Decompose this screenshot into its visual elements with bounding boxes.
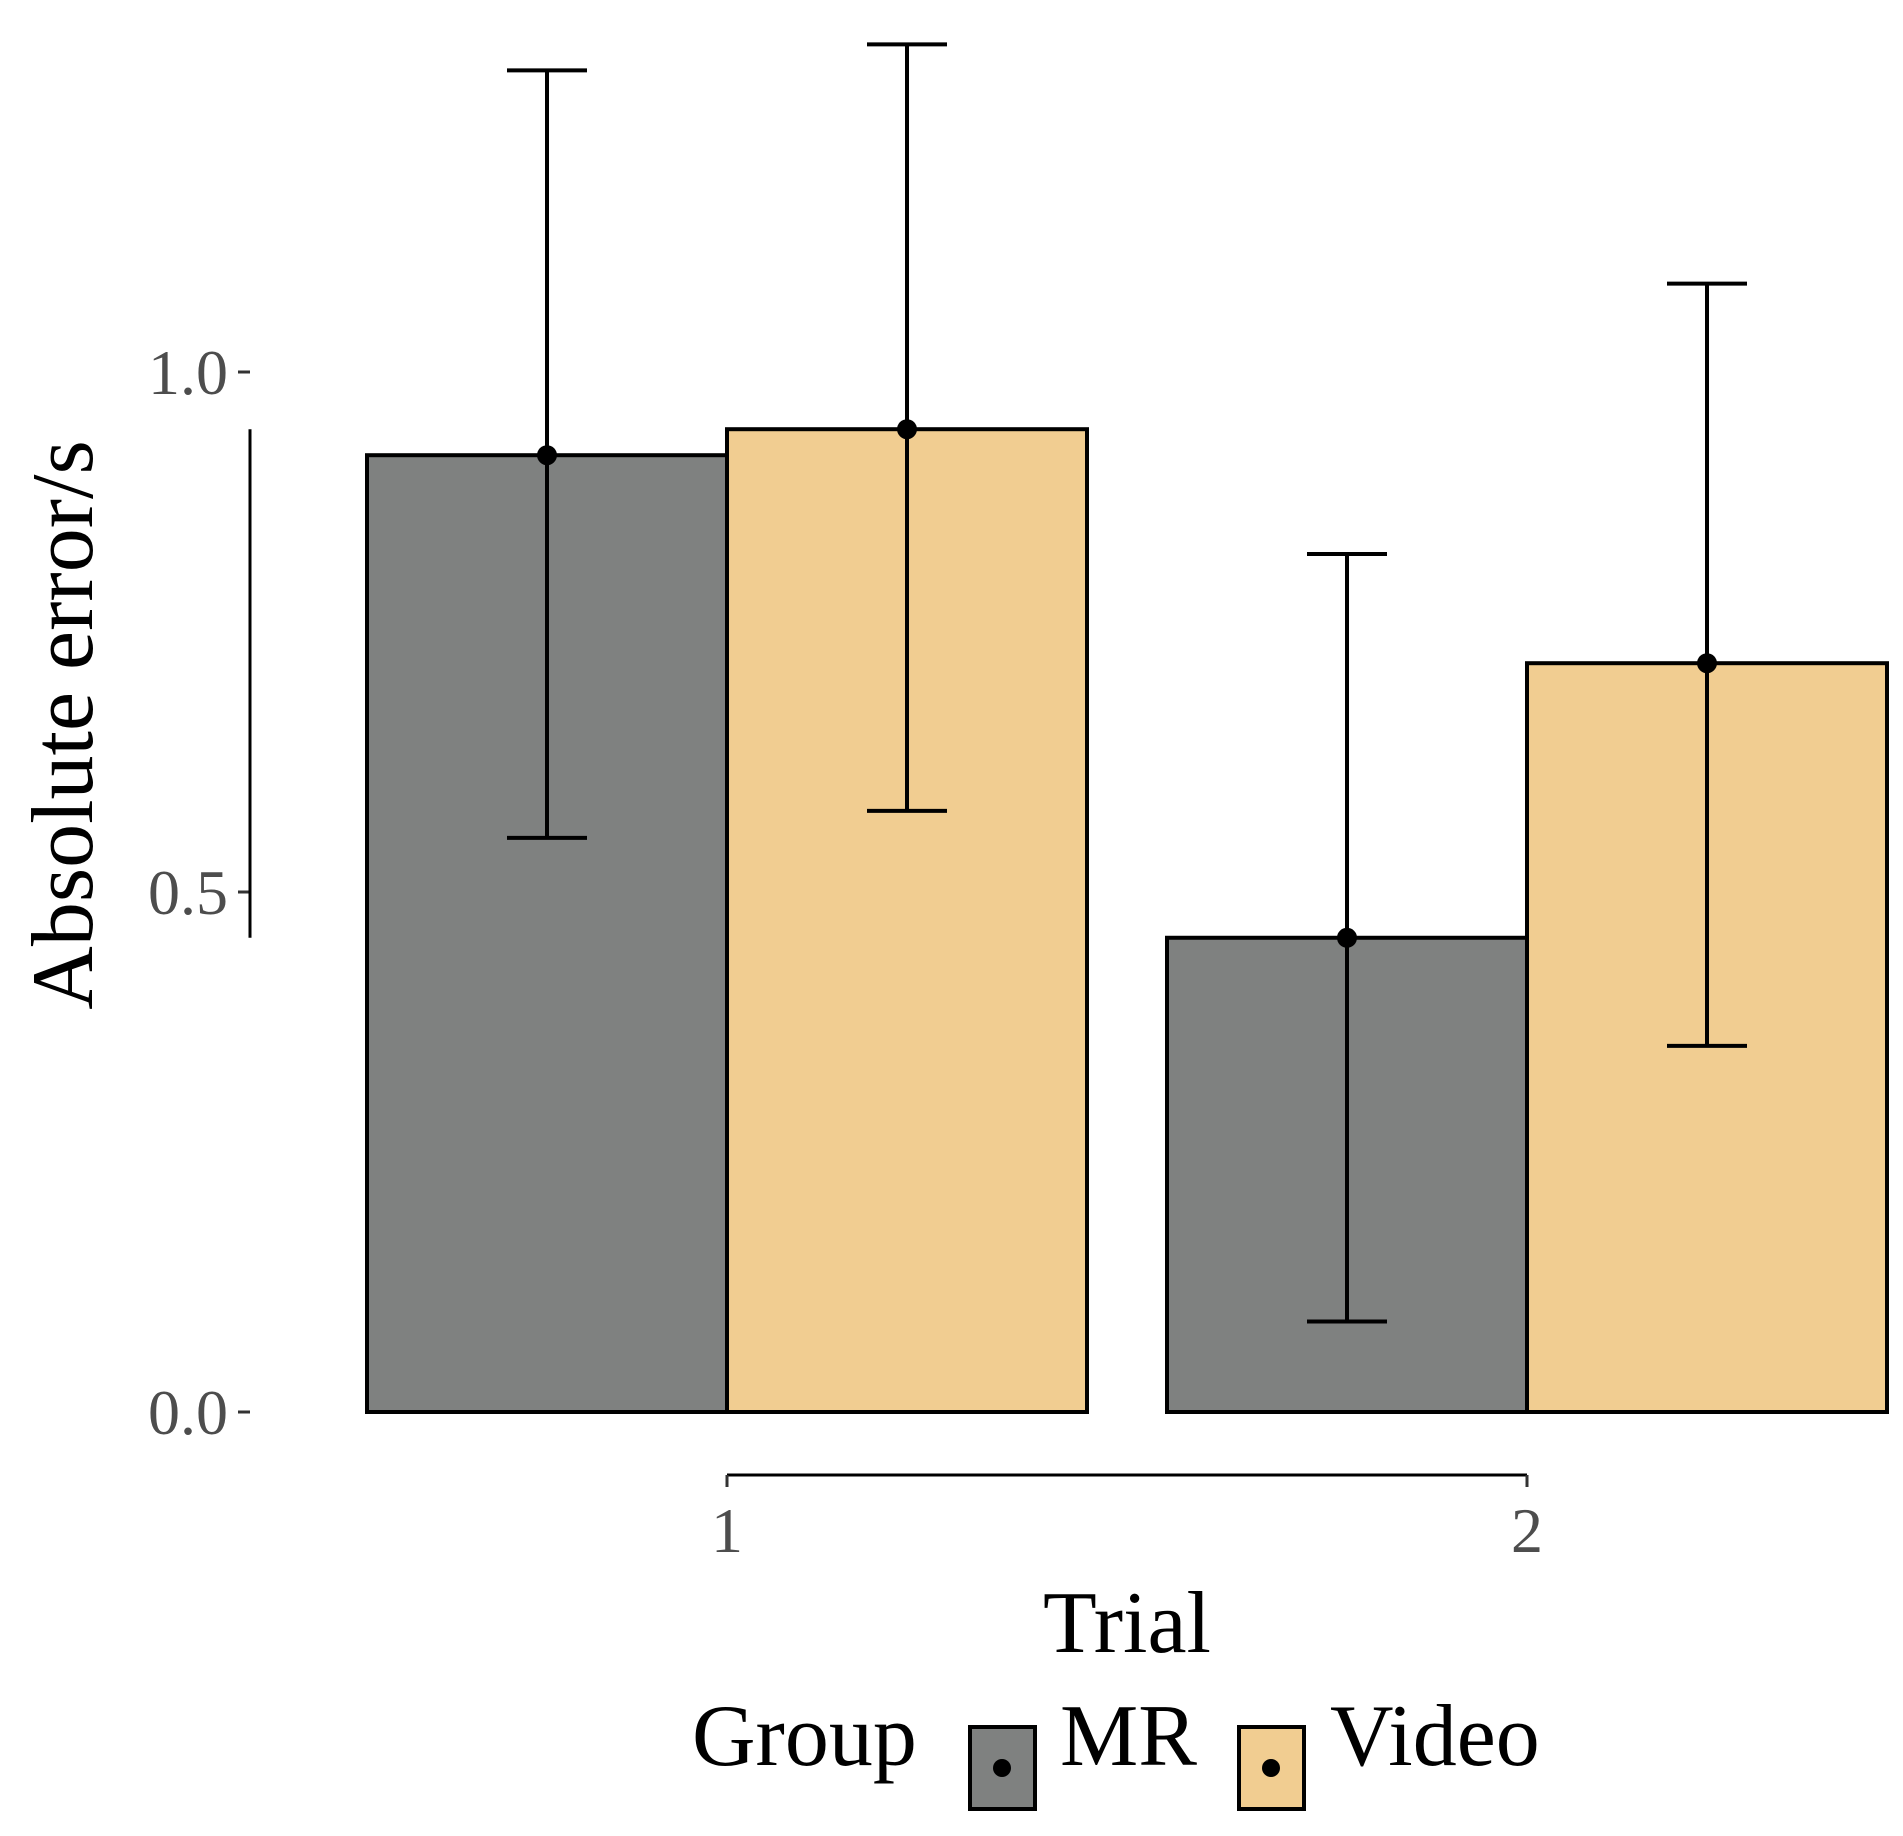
error-bars-layer	[507, 42, 1747, 1324]
y-tick-label: 0.0	[148, 1377, 228, 1448]
x-tick-label: 1	[711, 1495, 743, 1566]
x-axis-title: Trial	[1043, 1575, 1211, 1672]
legend-label-video: Video	[1330, 1688, 1540, 1785]
mean-point-video-trial-2	[1697, 653, 1717, 674]
y-tick-label: 1.0	[148, 337, 228, 408]
legend: Group MR Video	[692, 1688, 1540, 1811]
mean-point-mr-trial-1	[537, 445, 557, 466]
x-tick-label: 2	[1511, 1495, 1543, 1566]
mean-point-mr-trial-2	[1337, 927, 1357, 948]
mean-point-video-trial-1	[897, 419, 917, 440]
legend-key-video	[1237, 1725, 1306, 1811]
legend-key-mr	[968, 1725, 1037, 1811]
bars-layer	[365, 427, 1889, 1414]
y-axis: 0.0 0.5 1.0	[148, 337, 252, 1448]
legend-title: Group	[692, 1688, 917, 1785]
y-tick-label: 0.5	[148, 857, 228, 928]
legend-label-mr: MR	[1060, 1688, 1197, 1785]
y-axis-title: Absolute error/s	[15, 440, 112, 1009]
